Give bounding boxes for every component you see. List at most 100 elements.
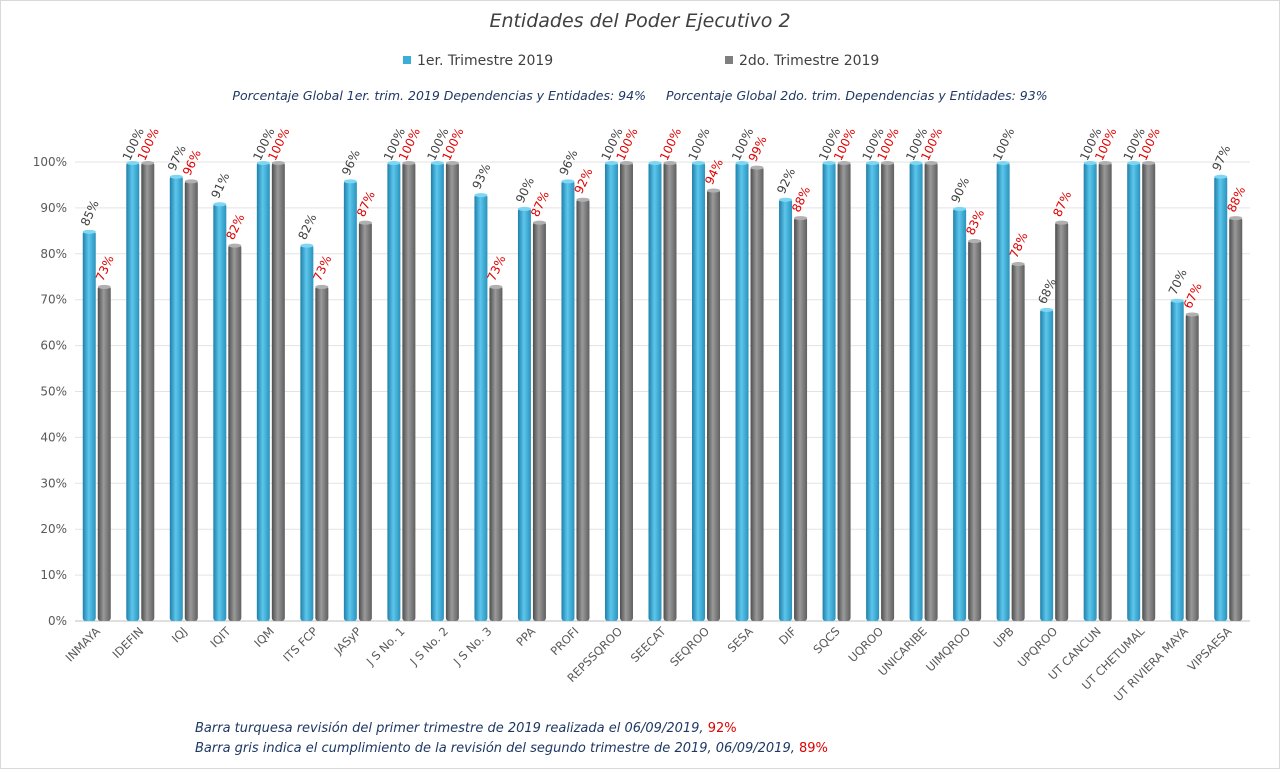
bar xyxy=(604,162,618,621)
bar xyxy=(213,203,227,621)
bar xyxy=(228,244,242,621)
bar-cap xyxy=(271,161,285,165)
bar xyxy=(866,162,880,621)
bar-cap xyxy=(1098,161,1112,165)
data-label: 87% xyxy=(528,189,552,219)
x-tick-label: J S No. 2 xyxy=(406,624,451,669)
bar xyxy=(648,162,662,621)
bar xyxy=(837,162,851,621)
x-tick-label: SESA xyxy=(725,624,756,655)
bar-cap xyxy=(604,161,618,165)
bar-cap xyxy=(924,161,938,165)
data-label: 87% xyxy=(354,189,378,219)
data-label: 82% xyxy=(223,212,247,242)
x-tick-label: IQIT xyxy=(207,624,234,651)
x-tick-label: IQM xyxy=(251,624,277,650)
x-tick-label: IQJ xyxy=(169,624,190,645)
bar-cap xyxy=(822,161,836,165)
y-tick-label: 90% xyxy=(40,201,67,215)
bar-cap xyxy=(1083,161,1097,165)
global-percentage-second: Porcentaje Global 2do. trim. Dependencia… xyxy=(665,88,1048,103)
bar-cap xyxy=(82,229,96,234)
bar-cap xyxy=(256,161,270,165)
bar-cap xyxy=(837,161,851,165)
bar xyxy=(489,285,503,621)
x-tick-label: DIF xyxy=(776,624,799,647)
bar xyxy=(1229,217,1243,621)
bar xyxy=(300,244,314,621)
data-label: 100% xyxy=(990,126,1017,163)
bar xyxy=(126,162,140,621)
x-tick-label: PROFI xyxy=(548,624,582,658)
bar-cap xyxy=(517,206,531,211)
legend-item-series-2: 2do. Trimestre 2019 xyxy=(725,53,879,69)
data-label: 91% xyxy=(208,171,232,201)
bar-cap xyxy=(97,284,111,289)
x-tick-label: UQROO xyxy=(846,624,887,665)
bar xyxy=(256,162,270,621)
bar-cap xyxy=(1011,261,1025,266)
data-label: 96% xyxy=(557,148,581,178)
y-tick-label: 10% xyxy=(40,568,67,582)
bar-cap xyxy=(735,161,749,165)
data-label: 83% xyxy=(963,207,987,237)
bar xyxy=(141,162,155,621)
bar-cap xyxy=(619,161,633,165)
bar xyxy=(1098,162,1112,621)
legend-label-series-1: 1er. Trimestre 2019 xyxy=(417,53,554,69)
bar-cap xyxy=(387,161,401,165)
data-label: 100% xyxy=(657,126,684,163)
bar-cap xyxy=(343,179,357,184)
bar-cap xyxy=(692,161,706,165)
data-label: 85% xyxy=(78,198,102,228)
bar-cap xyxy=(866,161,880,165)
data-label: 93% xyxy=(470,161,494,191)
y-tick-label: 50% xyxy=(40,385,67,399)
bar xyxy=(1185,313,1199,621)
x-tick-label: J S No. 1 xyxy=(363,624,408,669)
y-tick-label: 20% xyxy=(40,522,67,536)
y-tick-label: 70% xyxy=(40,293,67,307)
bar xyxy=(1127,162,1141,621)
bar-cap xyxy=(430,161,444,165)
data-label: 78% xyxy=(1007,230,1031,260)
bar xyxy=(343,180,357,622)
bar xyxy=(794,217,808,621)
bar xyxy=(953,207,967,621)
x-tick-label: IDEFIN xyxy=(110,624,147,661)
bar-cap xyxy=(881,161,895,165)
bar-cap xyxy=(794,216,808,221)
data-label: 92% xyxy=(774,166,798,196)
bar xyxy=(315,285,329,621)
x-tick-label: UPB xyxy=(990,624,1016,650)
y-tick-label: 80% xyxy=(40,247,67,261)
bar xyxy=(1170,299,1184,621)
bar-cap xyxy=(126,161,140,165)
bar xyxy=(779,198,793,621)
data-label: 87% xyxy=(1050,189,1074,219)
y-tick-label: 100% xyxy=(33,155,67,169)
bar xyxy=(576,198,590,621)
bar xyxy=(532,221,546,622)
data-label: 88% xyxy=(1224,184,1248,214)
data-label: 94% xyxy=(702,157,726,187)
bar xyxy=(619,162,633,621)
x-tick-label: SEECAT xyxy=(628,624,670,666)
bar-cap xyxy=(996,161,1010,165)
bar-cap xyxy=(1055,220,1069,225)
data-label: 97% xyxy=(1209,143,1233,173)
bar-cap xyxy=(358,220,372,225)
bar xyxy=(517,207,531,621)
footnote-first-quarter-value: 92% xyxy=(707,721,737,736)
bar-cap xyxy=(1185,312,1199,317)
bar-cap xyxy=(1170,298,1184,303)
bar xyxy=(909,162,923,621)
bar-cap xyxy=(141,161,155,165)
bar-cap xyxy=(1229,216,1243,221)
data-label: 92% xyxy=(572,166,596,196)
bar xyxy=(402,162,416,621)
footnote-second-quarter-value: 89% xyxy=(799,741,828,756)
bar xyxy=(881,162,895,621)
bar xyxy=(358,221,372,622)
